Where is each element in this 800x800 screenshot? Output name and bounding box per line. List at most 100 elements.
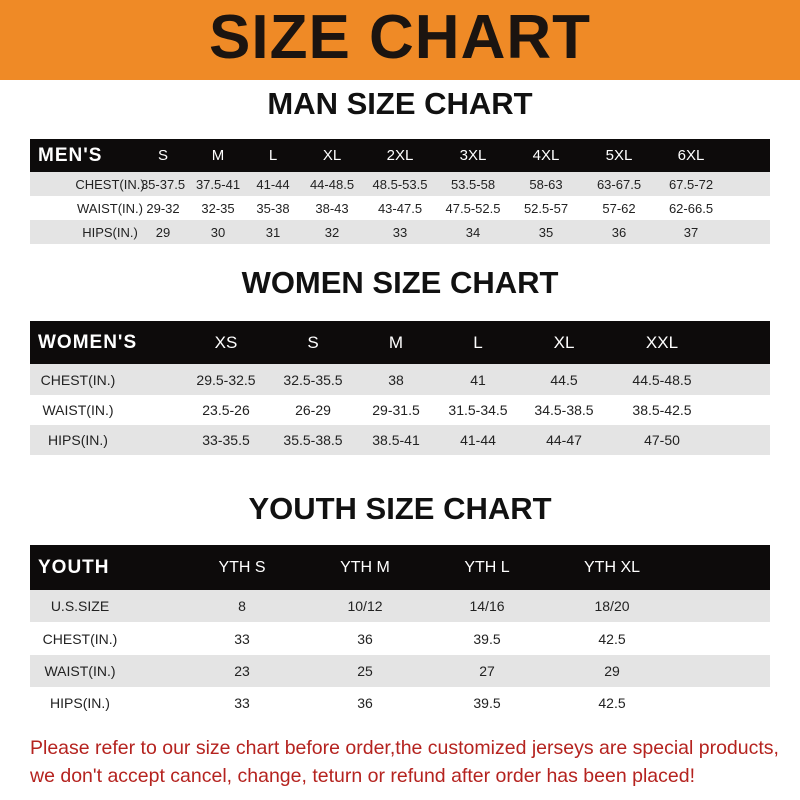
table-cell: 41: [470, 371, 486, 388]
table-cell: 32-35: [201, 200, 235, 216]
table-cell: 58-63: [529, 176, 563, 192]
table-cell: 35-38: [256, 200, 290, 216]
table-cell: 52.5-57: [523, 200, 569, 216]
size-column-header: M: [211, 147, 225, 164]
table-row: CHEST(IN.) 35-37.5 37.5-41 41-44 44-48.5 48.5…: [30, 172, 770, 196]
table-cell: 41-44: [460, 432, 496, 448]
measurement-label: HIPS(IN.): [50, 694, 110, 711]
table-cell: 38: [388, 371, 404, 388]
table-cell: 38.5-42.5: [632, 402, 692, 418]
table-cell: 57-62: [602, 200, 636, 216]
table-cell: 36: [357, 630, 373, 647]
table-cell: 33: [234, 630, 250, 647]
table-cell: 33-35.5: [202, 432, 250, 448]
table-header-label: YOUTH: [38, 556, 110, 578]
disclaimer-note: Please refer to our size chart before or…: [30, 734, 790, 790]
size-column-header: 5XL: [605, 147, 633, 164]
table-cell: 31.5-34.5: [448, 402, 508, 418]
size-column-header: XXL: [645, 332, 679, 352]
size-column-header: XL: [553, 332, 575, 352]
header-banner: SIZE CHART: [0, 0, 800, 80]
table-cell: 53.5-58: [450, 176, 496, 192]
table-row: HIPS(IN.) 33 36 39.5 42.5: [30, 687, 770, 718]
size-column-header: 2XL: [386, 147, 414, 164]
table-header-row: YOUTH YTH S YTH M YTH L YTH XL: [30, 545, 770, 590]
table-cell: 33: [392, 224, 408, 240]
men-section-title: MAN SIZE CHART: [267, 86, 533, 121]
table-row: WAIST(IN.) 23.5-26 26-29 29-31.5 31.5-34.5 34…: [30, 395, 770, 425]
table-cell: 37.5-41: [195, 176, 241, 192]
table-cell: 29.5-32.5: [196, 371, 256, 388]
table-cell: 35: [538, 224, 554, 240]
table-row: CHEST(IN.) 33 36 39.5 42.5: [30, 622, 770, 655]
measurement-label: WAIST(IN.): [77, 200, 143, 216]
table-cell: 34: [465, 224, 481, 240]
table-cell: 35.5-38.5: [283, 432, 343, 448]
table-row: U.S.SIZE 8 10/12 14/16 18/20: [30, 590, 770, 622]
table-cell: 44-47: [546, 432, 582, 448]
table-cell: 37: [683, 224, 699, 240]
table-row: CHEST(IN.) 29.5-32.5 32.5-35.5 38 41 44.5 44.5…: [30, 364, 770, 395]
table-cell: 23.5-26: [202, 402, 250, 418]
size-column-header: YTH M: [340, 558, 390, 576]
measurement-label: WAIST(IN.): [44, 663, 116, 679]
table-header-row: WOMEN'S XS S M L XL XXL: [30, 321, 770, 364]
table-cell: 39.5: [473, 694, 501, 711]
measurement-label: HIPS(IN.): [82, 224, 138, 240]
table-cell: 29: [155, 224, 171, 240]
table-row: HIPS(IN.) 29 30 31 32 33 34 35 36 37: [30, 220, 770, 244]
table-cell: 38-43: [315, 200, 349, 216]
table-cell: 67.5-72: [668, 176, 714, 192]
table-cell: 62-66.5: [668, 200, 714, 216]
table-cell: 41-44: [256, 176, 290, 192]
table-cell: 8: [238, 598, 246, 614]
table-cell: 30: [210, 224, 226, 240]
youth-section-title: YOUTH SIZE CHART: [248, 491, 552, 526]
table-cell: 29: [604, 663, 620, 679]
table-cell: 27: [479, 663, 495, 679]
size-column-header: YTH L: [464, 558, 510, 576]
youth-size-table: YOUTH YTH S YTH M YTH L YTH XL U.S.SIZE 8 10/12…: [30, 545, 770, 718]
size-column-header: 3XL: [459, 147, 487, 164]
page-title: SIZE CHART: [209, 3, 591, 72]
men-size-table: MEN'S S M L XL 2XL 3XL 4XL 5XL 6XL CHEST(IN.) 35-37…: [30, 139, 770, 244]
size-column-header: YTH S: [218, 558, 266, 576]
women-size-table: WOMEN'S XS S M L XL XXL CHEST(IN.) 29.5-32.5 32.5…: [30, 321, 770, 455]
table-cell: 14/16: [469, 598, 505, 614]
size-column-header: L: [268, 147, 278, 164]
measurement-label: U.S.SIZE: [50, 598, 110, 614]
table-cell: 44.5-48.5: [632, 371, 692, 388]
table-cell: 63-67.5: [596, 176, 642, 192]
table-cell: 35-37.5: [140, 176, 186, 192]
table-cell: 42.5: [598, 694, 626, 711]
size-column-header: XS: [214, 332, 238, 352]
table-cell: 18/20: [594, 598, 630, 614]
table-cell: 31: [265, 224, 281, 240]
size-column-header: 6XL: [677, 147, 705, 164]
size-column-header: M: [388, 332, 404, 352]
size-column-header: L: [473, 332, 483, 352]
table-cell: 42.5: [598, 630, 626, 647]
table-cell: 36: [611, 224, 627, 240]
size-column-header: S: [307, 332, 319, 352]
measurement-label: CHEST(IN.): [75, 176, 145, 192]
table-row: WAIST(IN.) 23 25 27 29: [30, 655, 770, 687]
table-cell: 25: [357, 663, 373, 679]
disclaimer-line-2: we don't accept cancel, change, teturn o…: [30, 765, 695, 787]
measurement-label: HIPS(IN.): [48, 432, 108, 448]
size-column-header: YTH XL: [583, 558, 641, 576]
table-cell: 10/12: [347, 598, 383, 614]
table-cell: 26-29: [295, 402, 331, 418]
table-cell: 47-50: [644, 432, 680, 448]
measurement-label: CHEST(IN.): [42, 630, 118, 647]
women-section-title: WOMEN SIZE CHART: [241, 265, 559, 300]
table-cell: 44-48.5: [309, 176, 355, 192]
table-cell: 36: [357, 694, 373, 711]
table-header-label: MEN'S: [38, 144, 103, 166]
table-cell: 43-47.5: [377, 200, 423, 216]
disclaimer-line-1: Please refer to our size chart before or…: [30, 737, 779, 759]
measurement-label: CHEST(IN.): [40, 371, 116, 388]
table-cell: 23: [234, 663, 250, 679]
size-column-header: XL: [322, 147, 342, 164]
table-header-label: WOMEN'S: [38, 331, 138, 353]
